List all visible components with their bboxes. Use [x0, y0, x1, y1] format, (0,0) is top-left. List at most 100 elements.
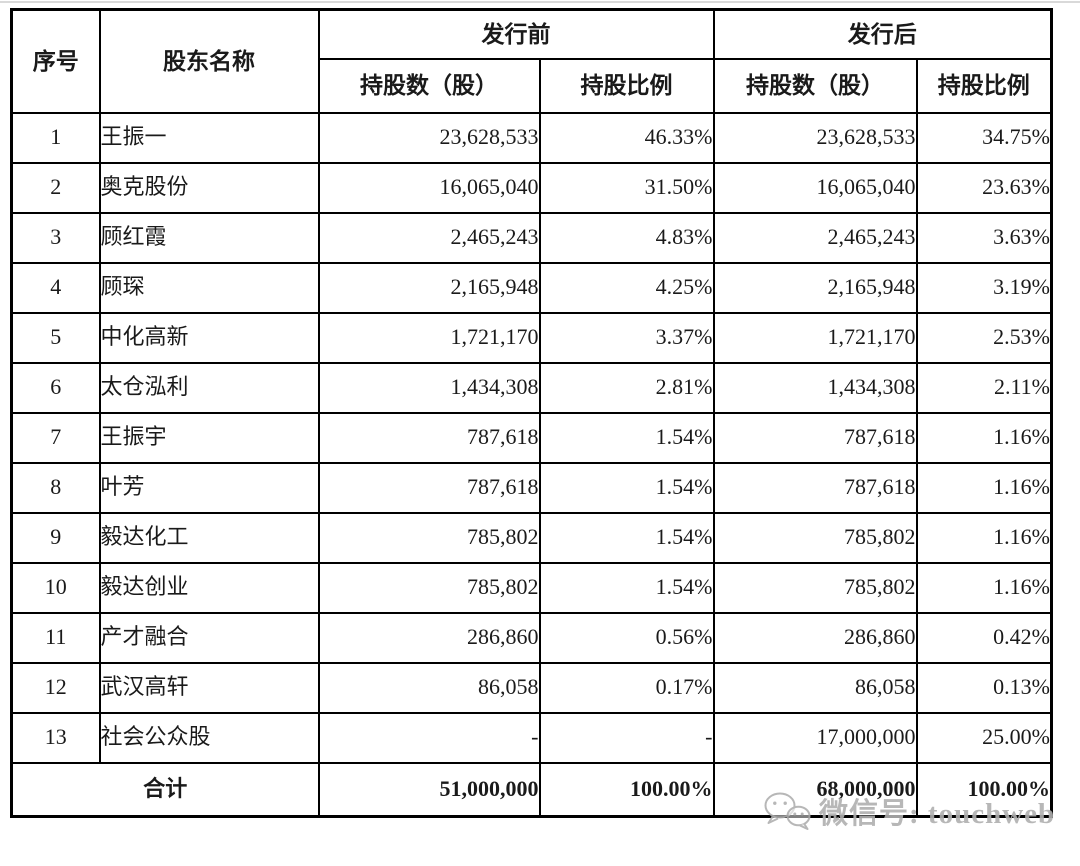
- row-shareholder: 顾红霞: [98, 211, 320, 264]
- row-pre-ratio: 0.56%: [538, 611, 715, 664]
- table-row: 1 王振一 23,628,533 46.33% 23,628,533 34.75…: [10, 111, 1053, 164]
- row-seq: 3: [10, 211, 101, 264]
- row-shareholder: 叶芳: [98, 461, 320, 514]
- row-pre-shares: 1,721,170: [317, 311, 541, 364]
- total-post-ratio: 100.00%: [915, 761, 1053, 818]
- row-pre-shares: 23,628,533: [317, 111, 541, 164]
- table-row: 5 中化高新 1,721,170 3.37% 1,721,170 2.53%: [10, 311, 1053, 364]
- row-post-shares: 1,434,308: [712, 361, 918, 414]
- col-header-shareholder: 股东名称: [98, 8, 320, 114]
- row-pre-ratio: 4.25%: [538, 261, 715, 314]
- table-row: 8 叶芳 787,618 1.54% 787,618 1.16%: [10, 461, 1053, 514]
- table-row: 4 顾琛 2,165,948 4.25% 2,165,948 3.19%: [10, 261, 1053, 314]
- row-pre-ratio: -: [538, 711, 715, 764]
- row-pre-ratio: 1.54%: [538, 561, 715, 614]
- row-pre-shares: -: [317, 711, 541, 764]
- row-shareholder: 社会公众股: [98, 711, 320, 764]
- row-pre-ratio: 4.83%: [538, 211, 715, 264]
- col-header-post-ratio: 持股比例: [915, 57, 1053, 114]
- row-shareholder: 王振一: [98, 111, 320, 164]
- row-post-shares: 2,165,948: [712, 261, 918, 314]
- row-pre-shares: 787,618: [317, 411, 541, 464]
- table-row: 9 毅达化工 785,802 1.54% 785,802 1.16%: [10, 511, 1053, 564]
- table-row: 10 毅达创业 785,802 1.54% 785,802 1.16%: [10, 561, 1053, 614]
- row-post-shares: 1,721,170: [712, 311, 918, 364]
- total-pre-shares: 51,000,000: [317, 761, 541, 818]
- row-seq: 7: [10, 411, 101, 464]
- row-pre-shares: 2,165,948: [317, 261, 541, 314]
- row-post-ratio: 1.16%: [915, 511, 1053, 564]
- row-pre-shares: 1,434,308: [317, 361, 541, 414]
- row-seq: 8: [10, 461, 101, 514]
- table-row: 6 太仓泓利 1,434,308 2.81% 1,434,308 2.11%: [10, 361, 1053, 414]
- row-post-ratio: 1.16%: [915, 411, 1053, 464]
- row-shareholder: 王振宇: [98, 411, 320, 464]
- row-pre-shares: 86,058: [317, 661, 541, 714]
- row-shareholder: 毅达化工: [98, 511, 320, 564]
- shareholding-table: 序号 股东名称 发行前 发行后 持股数（股） 持股比例 持股数（股） 持股比例 …: [10, 8, 1053, 818]
- table-row: 11 产才融合 286,860 0.56% 286,860 0.42%: [10, 611, 1053, 664]
- row-pre-ratio: 2.81%: [538, 361, 715, 414]
- row-shareholder: 产才融合: [98, 611, 320, 664]
- page-top-divider: [0, 1, 1080, 3]
- row-post-shares: 785,802: [712, 511, 918, 564]
- row-post-ratio: 25.00%: [915, 711, 1053, 764]
- row-seq: 13: [10, 711, 101, 764]
- table-row: 12 武汉高轩 86,058 0.17% 86,058 0.13%: [10, 661, 1053, 714]
- col-header-pre-ratio: 持股比例: [538, 57, 715, 114]
- table-row: 2 奥克股份 16,065,040 31.50% 16,065,040 23.6…: [10, 161, 1053, 214]
- row-seq: 5: [10, 311, 101, 364]
- row-pre-shares: 2,465,243: [317, 211, 541, 264]
- row-shareholder: 顾琛: [98, 261, 320, 314]
- row-pre-shares: 286,860: [317, 611, 541, 664]
- row-post-ratio: 0.13%: [915, 661, 1053, 714]
- row-seq: 1: [10, 111, 101, 164]
- row-post-shares: 86,058: [712, 661, 918, 714]
- total-row: 合计 51,000,000 100.00% 68,000,000 100.00%: [10, 761, 1053, 818]
- row-post-shares: 2,465,243: [712, 211, 918, 264]
- row-post-shares: 17,000,000: [712, 711, 918, 764]
- row-shareholder: 奥克股份: [98, 161, 320, 214]
- row-shareholder: 毅达创业: [98, 561, 320, 614]
- row-post-ratio: 2.53%: [915, 311, 1053, 364]
- row-post-shares: 787,618: [712, 411, 918, 464]
- row-pre-ratio: 1.54%: [538, 511, 715, 564]
- row-pre-ratio: 0.17%: [538, 661, 715, 714]
- row-post-ratio: 34.75%: [915, 111, 1053, 164]
- row-pre-ratio: 31.50%: [538, 161, 715, 214]
- total-pre-ratio: 100.00%: [538, 761, 715, 818]
- row-pre-shares: 16,065,040: [317, 161, 541, 214]
- row-pre-shares: 785,802: [317, 511, 541, 564]
- table-row: 13 社会公众股 - - 17,000,000 25.00%: [10, 711, 1053, 764]
- row-post-shares: 23,628,533: [712, 111, 918, 164]
- col-header-pre-issue: 发行前: [317, 8, 715, 60]
- col-header-pre-shares: 持股数（股）: [317, 57, 541, 114]
- row-pre-ratio: 1.54%: [538, 411, 715, 464]
- row-shareholder: 太仓泓利: [98, 361, 320, 414]
- row-seq: 6: [10, 361, 101, 414]
- row-post-ratio: 3.19%: [915, 261, 1053, 314]
- total-post-shares: 68,000,000: [712, 761, 918, 818]
- row-seq: 9: [10, 511, 101, 564]
- row-pre-shares: 785,802: [317, 561, 541, 614]
- row-pre-ratio: 1.54%: [538, 461, 715, 514]
- row-seq: 2: [10, 161, 101, 214]
- row-post-ratio: 23.63%: [915, 161, 1053, 214]
- col-header-post-issue: 发行后: [712, 8, 1053, 60]
- row-post-ratio: 1.16%: [915, 461, 1053, 514]
- row-post-shares: 286,860: [712, 611, 918, 664]
- row-post-ratio: 3.63%: [915, 211, 1053, 264]
- row-seq: 4: [10, 261, 101, 314]
- row-post-ratio: 2.11%: [915, 361, 1053, 414]
- row-pre-ratio: 3.37%: [538, 311, 715, 364]
- row-post-shares: 16,065,040: [712, 161, 918, 214]
- row-seq: 12: [10, 661, 101, 714]
- total-label: 合计: [10, 761, 320, 818]
- col-header-post-shares: 持股数（股）: [712, 57, 918, 114]
- row-post-ratio: 1.16%: [915, 561, 1053, 614]
- table-row: 3 顾红霞 2,465,243 4.83% 2,465,243 3.63%: [10, 211, 1053, 264]
- row-shareholder: 武汉高轩: [98, 661, 320, 714]
- col-header-seq: 序号: [10, 8, 101, 114]
- row-pre-shares: 787,618: [317, 461, 541, 514]
- row-shareholder: 中化高新: [98, 311, 320, 364]
